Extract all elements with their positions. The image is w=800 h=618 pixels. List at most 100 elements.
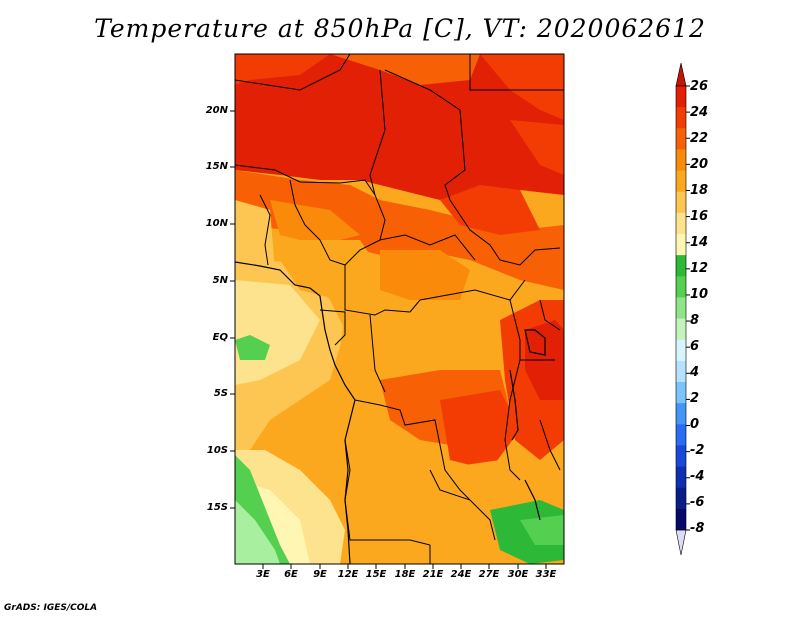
lat-label-20n: 20N [205,105,228,116]
lon-label-24e: 24E [450,569,472,580]
border-line [409,279,526,313]
atlantic-coast [235,261,356,564]
lat-label-10s: 10S [206,445,228,456]
lon-label-12e: 12E [337,569,359,580]
colorbar-segment [676,170,686,193]
colorbar-segment [676,403,686,425]
border-line [369,69,386,196]
malawi-green [490,500,564,564]
colorbar-label: 22 [690,131,709,146]
colorbar-label: 24 [690,105,709,120]
lake-malawi [524,479,541,521]
colorbar-segment [676,382,686,404]
colorbar-label: -4 [690,469,705,484]
lon-label-33e: 33E [535,569,557,580]
east-congo-hot [440,390,520,470]
colorbar-segment [676,86,686,108]
colorbar-label: 12 [690,261,709,276]
colorbar-outline [675,85,687,531]
lat-label-15s: 15S [206,502,228,513]
colorbar-label: 4 [690,365,700,380]
lon-label-15e: 15E [365,569,387,580]
northwest-warm [235,54,330,85]
lat-label-5s: 5S [213,388,228,399]
lon-label-27e: 27E [478,569,500,580]
lon-label-18e: 18E [394,569,416,580]
map-border [234,53,565,565]
colorbar-label: 14 [690,235,709,250]
colorbar-label: -8 [690,521,705,536]
lon-label-21e: 21E [422,569,444,580]
colorbar-segment [676,149,686,172]
colorbar-label: 16 [690,209,709,224]
colorbar-bottom-arrow [675,529,687,556]
colorbar-label: -6 [690,495,705,510]
colorbar-segment [676,487,686,510]
border-line [429,469,496,541]
map-title: Temperature at 850hPa [C], VT: 202006261… [94,14,706,43]
border-line [369,314,386,393]
egypt-warm [480,54,564,120]
border-line [509,299,555,361]
guinea-coast [235,200,275,270]
colorbar-segment [676,107,686,129]
sahel-orange [235,170,564,290]
colorbar-segment [676,212,686,235]
lon-label-30e: 30E [507,569,529,580]
lat-label-5n: 5N [212,275,228,286]
colorbar-top-arrow [675,62,687,87]
border-line [235,54,351,91]
coastline [235,261,546,564]
axis-ticks [230,110,547,569]
colorbar-label: 26 [690,79,709,94]
lake-tanganyika [509,369,519,441]
colorbar-label: -2 [690,443,705,458]
colorbar-segment [676,360,686,383]
car-orange [380,250,470,300]
nigeria-orange [270,200,360,245]
border-line [354,399,471,501]
colorbar-segment [676,128,686,150]
colorbar-segment [676,276,686,298]
colorbar-label: 10 [690,287,709,302]
lon-label-9e: 9E [313,569,327,580]
colorbar-label: 0 [690,417,700,432]
border-line [449,199,561,266]
lat-label-15n: 15N [205,161,228,172]
border-line [539,299,561,331]
colorbar-label: 18 [690,183,709,198]
colorbar-segment [676,508,686,531]
border-line [344,265,411,316]
libya-warm [330,54,480,85]
border-line [539,419,561,471]
border-line [469,54,564,91]
country-borders [235,54,564,564]
border-line [384,69,466,201]
sudan-warm [510,120,564,175]
lat-label-eq: EQ [212,332,228,343]
credit-footer: GrADS: IGES/COLA [4,603,98,613]
border-line [374,194,386,241]
colorbar-segment [676,191,686,214]
lon-label-3e: 3E [256,569,270,580]
colorbar-segment [676,297,686,320]
lake-victoria [524,329,546,356]
colorbar-label: 6 [690,339,700,354]
colorbar-label: 2 [690,391,700,406]
colorbar-label: 20 [690,157,709,172]
lat-label-10n: 10N [205,218,228,229]
border-line [235,164,376,196]
lon-label-6e: 6E [284,569,298,580]
colorbar-segment [676,255,686,277]
colorbar-segment [676,318,686,341]
malawi-light-green [520,515,564,545]
colorbar-segment [676,339,686,362]
colorbar-segment [676,466,686,489]
colorbar-segment [676,424,686,446]
colorbar-segment [676,445,686,468]
colorbar-segment [676,234,686,256]
border-line [259,194,271,266]
green-patch-west [235,335,270,360]
